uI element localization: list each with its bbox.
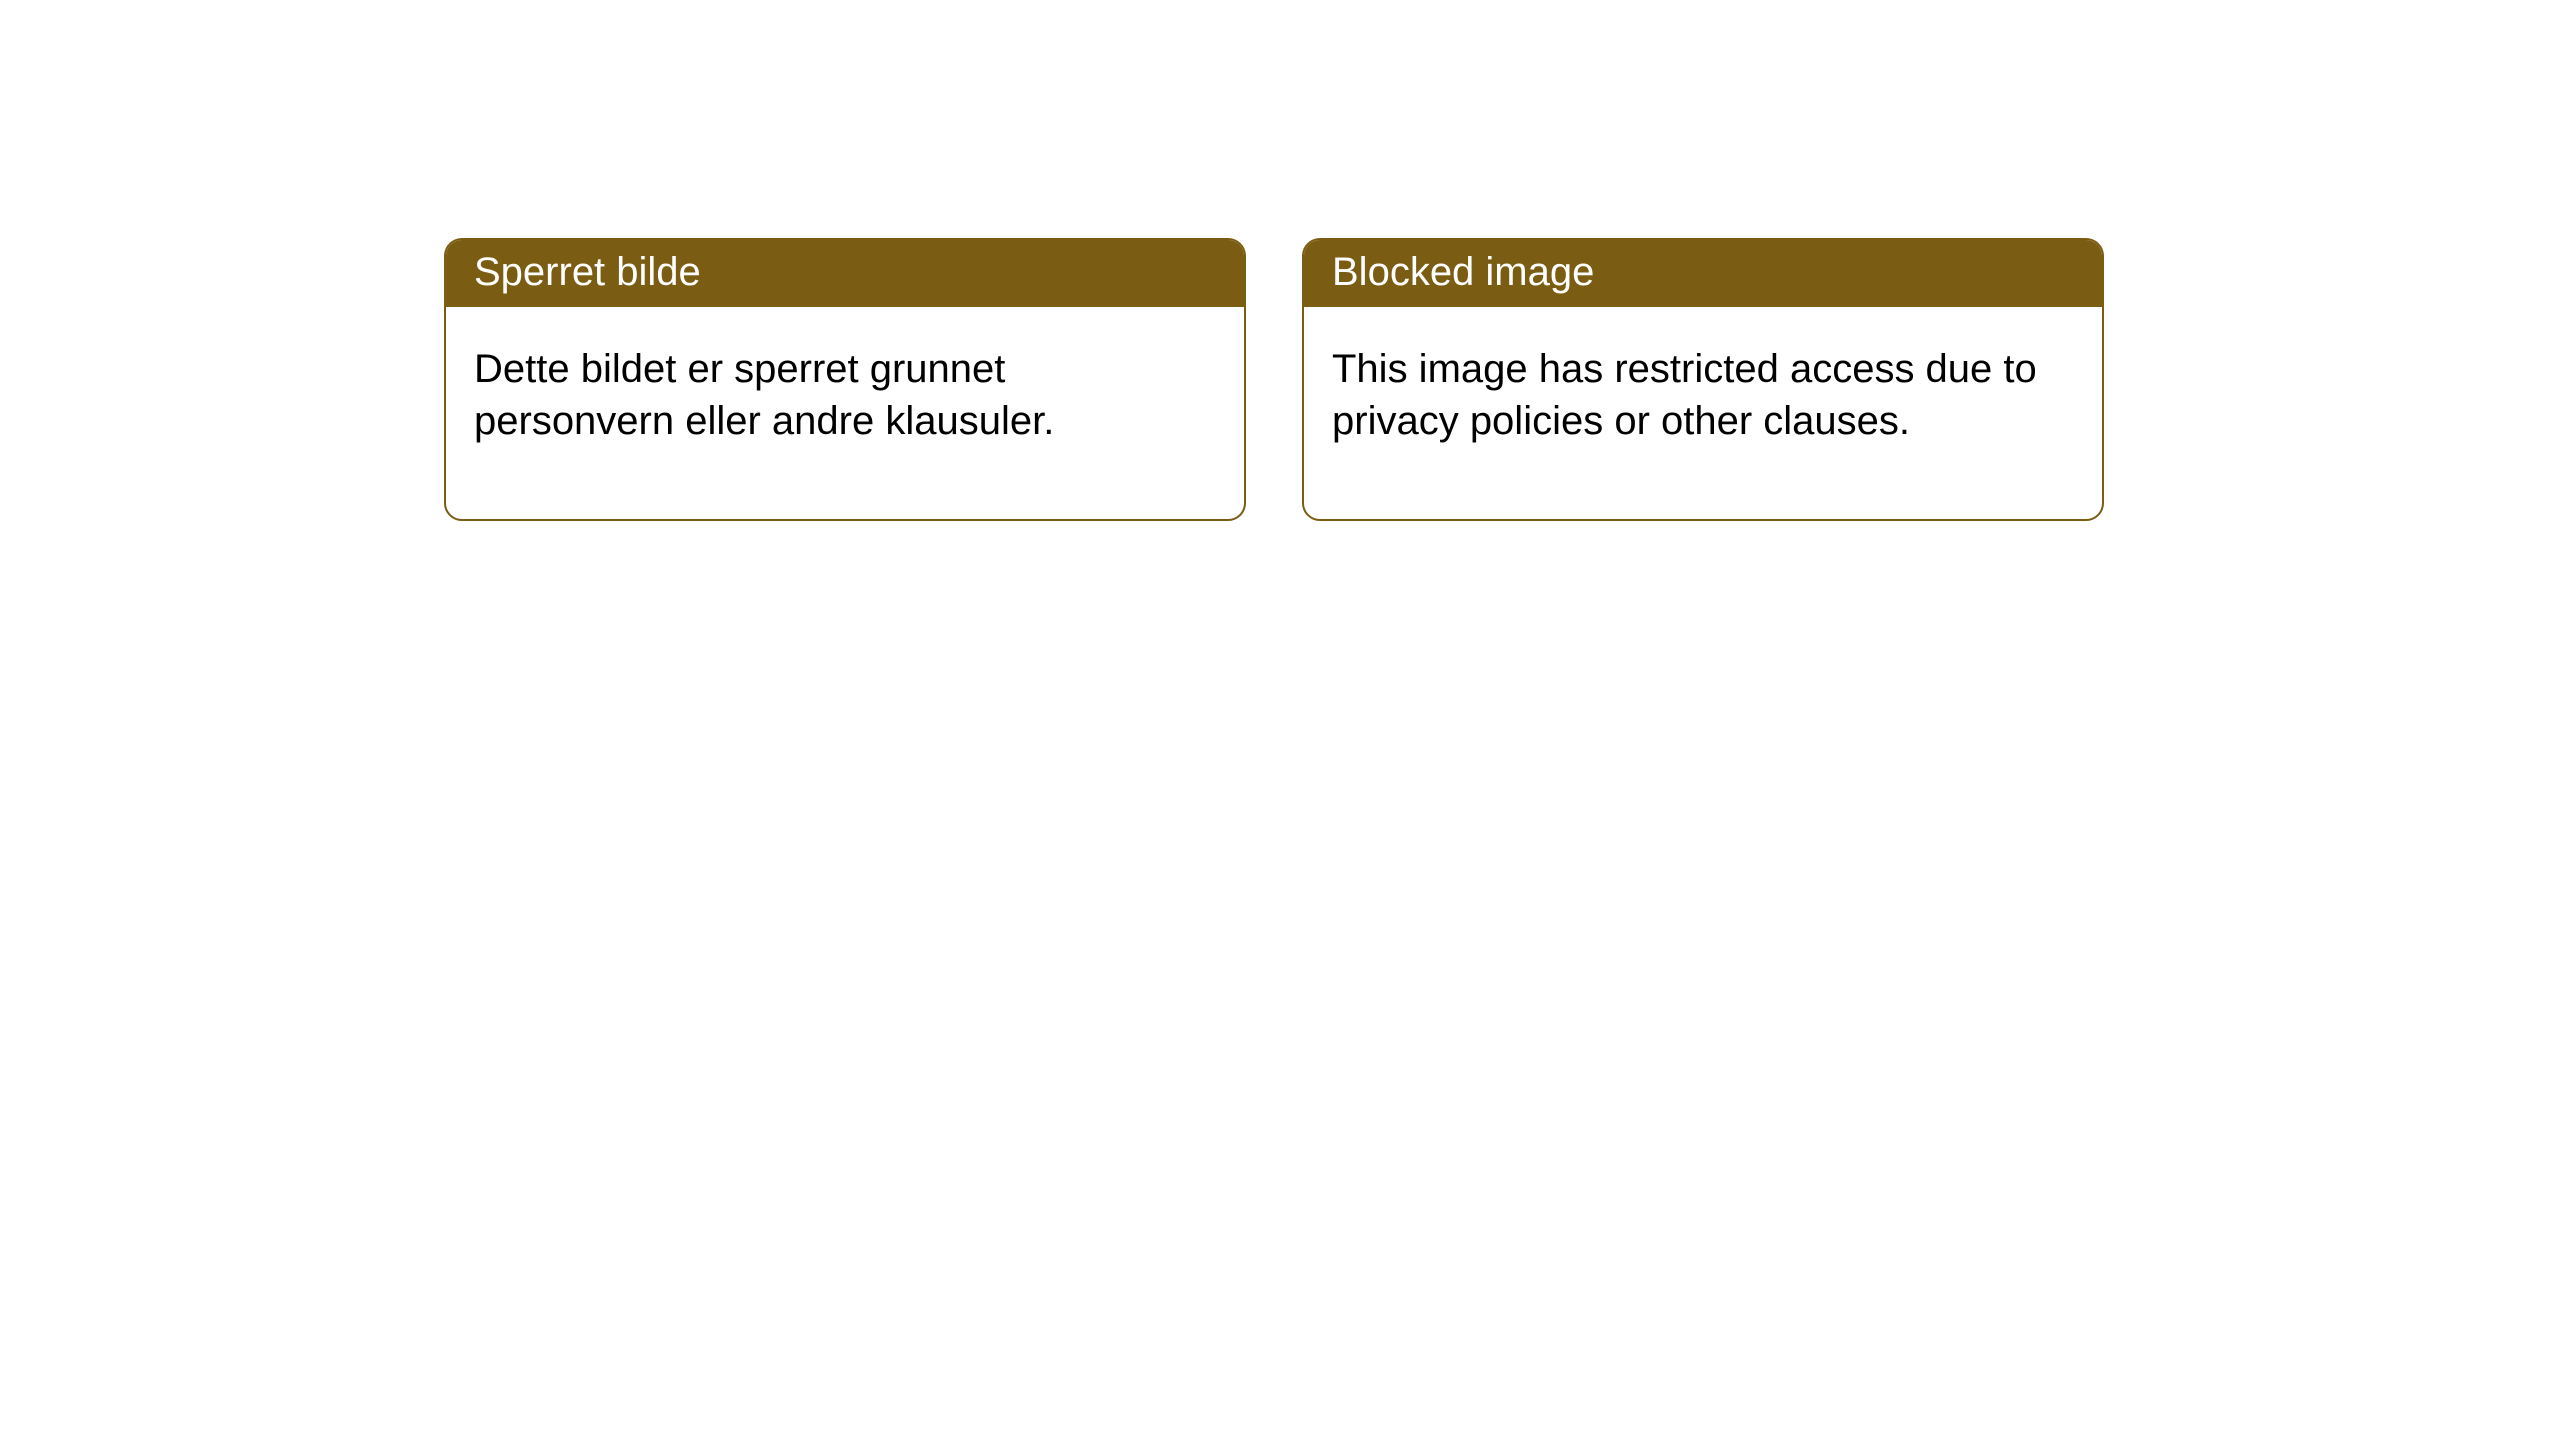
notice-card-english: Blocked image This image has restricted … — [1302, 238, 2104, 521]
notice-container: Sperret bilde Dette bildet er sperret gr… — [444, 238, 2104, 521]
notice-card-norwegian: Sperret bilde Dette bildet er sperret gr… — [444, 238, 1246, 521]
notice-card-title: Sperret bilde — [446, 240, 1244, 307]
notice-card-body: This image has restricted access due to … — [1304, 307, 2102, 519]
notice-card-title: Blocked image — [1304, 240, 2102, 307]
notice-card-body: Dette bildet er sperret grunnet personve… — [446, 307, 1244, 519]
